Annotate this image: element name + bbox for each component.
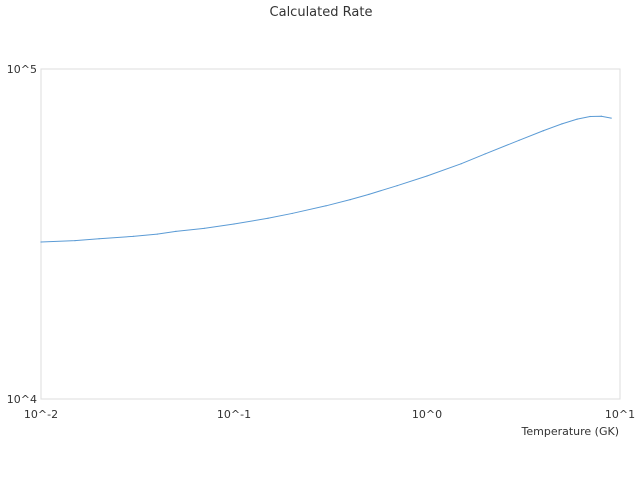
data-point [156, 233, 158, 235]
data-point [484, 153, 486, 155]
x-tick-label: 10^-2 [24, 408, 58, 421]
series-line [40, 115, 612, 243]
data-point [600, 115, 602, 117]
data-point [175, 230, 177, 233]
data-point [396, 185, 398, 187]
data-point [40, 241, 42, 243]
data-point [233, 223, 235, 225]
y-tick-labels: 10^4 10^5 [7, 63, 37, 406]
data-point [518, 139, 520, 141]
data-point [426, 175, 428, 177]
x-tick-label: 10^-1 [217, 408, 251, 421]
y-tick-label: 10^4 [7, 393, 37, 406]
data-point [576, 118, 578, 120]
data-point [325, 205, 327, 207]
data-point [561, 123, 563, 125]
data-point [349, 199, 351, 201]
data-point [74, 239, 76, 242]
series-group [40, 115, 612, 243]
data-point [203, 227, 205, 229]
data-point [132, 235, 134, 237]
data-point [291, 212, 293, 215]
y-tick-label: 10^5 [7, 63, 37, 76]
data-point [542, 130, 544, 132]
data-point [368, 193, 370, 195]
data-point [98, 238, 100, 240]
chart-title: Calculated Rate [270, 5, 373, 20]
x-tick-labels: 10^-2 10^-1 10^0 10^1 [24, 408, 635, 421]
data-point [589, 115, 591, 118]
plot-area-border [40, 68, 621, 400]
data-point [267, 217, 269, 219]
data-point [610, 117, 612, 119]
x-tick-label: 10^0 [412, 408, 442, 421]
x-tick-label: 10^1 [605, 408, 635, 421]
x-axis-label: Temperature (GK) [521, 425, 620, 438]
data-point [460, 163, 462, 165]
